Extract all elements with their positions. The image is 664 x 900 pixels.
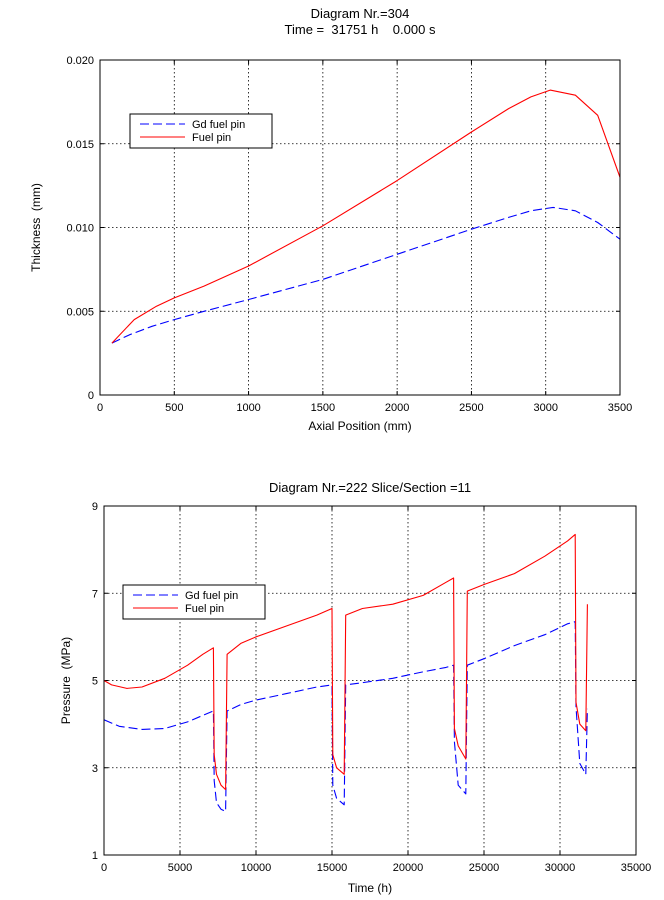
x-tick-label: 0 <box>101 862 107 874</box>
y-tick-label: 7 <box>92 588 98 600</box>
series-line-gd-fuel-pin <box>111 206 620 344</box>
x-tick-label: 3500 <box>608 402 632 414</box>
x-tick-label: 35000 <box>621 862 652 874</box>
x-tick-label: 25000 <box>469 862 500 874</box>
legend-box <box>122 584 266 620</box>
x-tick-label: 2500 <box>459 402 483 414</box>
plot-frame <box>99 59 621 396</box>
legend-box <box>129 113 273 149</box>
x-tick-label: 20000 <box>393 862 424 874</box>
y-tick-label: 9 <box>92 501 98 513</box>
legend-label: Gd fuel pin <box>192 119 245 131</box>
plot-frame <box>103 505 637 856</box>
chart-title: Diagram Nr.=222 Slice/Section =11 <box>269 480 471 495</box>
y-tick-label: 5 <box>92 676 98 688</box>
x-tick-label: 15000 <box>317 862 348 874</box>
y-axis-label: Pressure (MPa) <box>59 637 73 724</box>
x-tick-label: 2000 <box>385 402 409 414</box>
x-tick-label: 30000 <box>545 862 576 874</box>
y-tick-label: 0.010 <box>66 223 94 235</box>
y-tick-label: 0.015 <box>66 139 94 151</box>
series-line-fuel-pin <box>111 89 620 344</box>
y-tick-label: 0.005 <box>66 306 94 318</box>
y-tick-label: 0 <box>88 390 94 402</box>
chart-subtitle: Time = 31751 h 0.000 s <box>285 22 436 37</box>
x-axis-label: Axial Position (mm) <box>308 419 411 433</box>
x-tick-label: 1500 <box>311 402 335 414</box>
x-tick-label: 500 <box>165 402 183 414</box>
chart-title: Diagram Nr.=304 <box>311 6 410 21</box>
legend-label: Fuel pin <box>192 132 231 144</box>
chart-2: Diagram Nr.=222 Slice/Section =11 0 5000 10… <box>59 480 651 895</box>
x-tick-label: 5000 <box>168 862 192 874</box>
series-line-fuel-pin <box>104 533 588 791</box>
y-axis-label: Thickness (mm) <box>29 183 43 272</box>
x-tick-label: 10000 <box>241 862 272 874</box>
x-axis-label: Time (h) <box>348 881 392 895</box>
legend-label: Fuel pin <box>185 603 224 615</box>
x-tick-label: 0 <box>97 402 103 414</box>
y-tick-label: 3 <box>92 763 98 775</box>
x-tick-label: 3000 <box>533 402 557 414</box>
legend-label: Gd fuel pin <box>185 590 238 602</box>
y-tick-label: 1 <box>92 850 98 862</box>
x-tick-label: 1000 <box>236 402 260 414</box>
y-tick-label: 0.020 <box>66 55 94 67</box>
